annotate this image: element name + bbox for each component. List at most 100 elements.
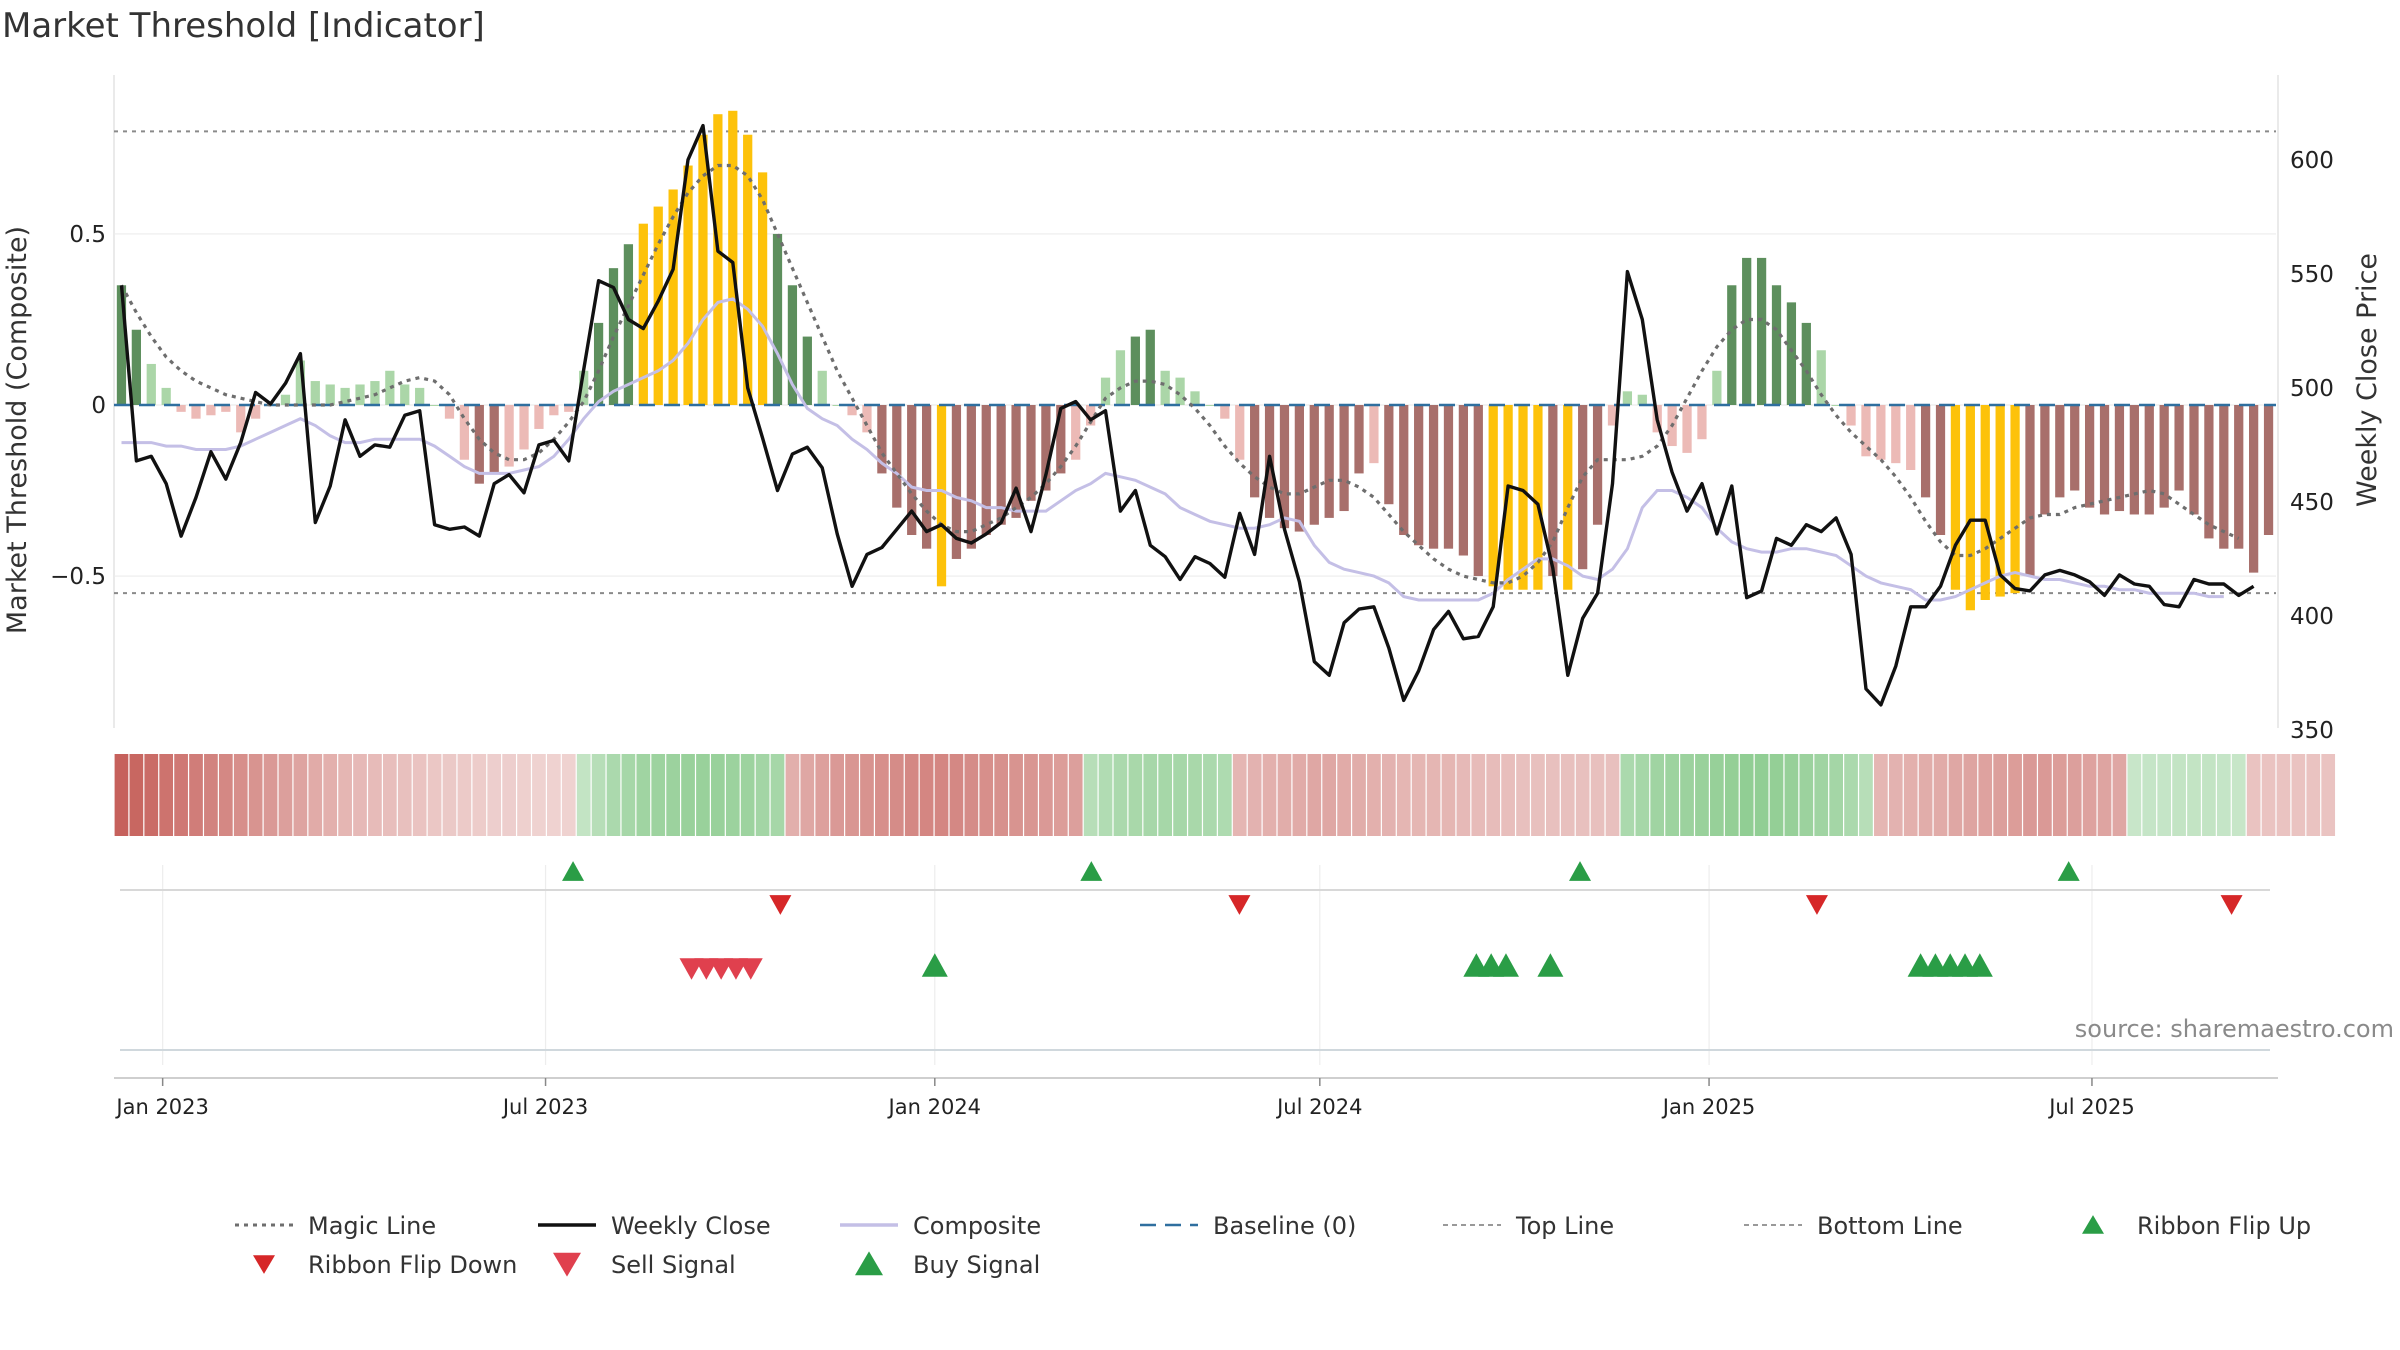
composite-bar — [474, 405, 484, 484]
ribbon-cell — [397, 754, 412, 836]
composite-bar — [1801, 322, 1811, 405]
ribbon-cell — [2231, 754, 2246, 836]
composite-bar — [1548, 405, 1558, 577]
buy-signal-marker — [921, 953, 948, 977]
composite-bar — [1414, 405, 1424, 546]
ribbon-cell — [427, 754, 442, 836]
ribbon-cell — [1501, 754, 1515, 836]
ribbon-cell — [2202, 754, 2216, 836]
composite-bar — [1592, 405, 1603, 525]
composite-bar — [1220, 405, 1230, 419]
composite-bar — [2249, 405, 2259, 573]
composite-bar — [1130, 336, 1140, 405]
ribbon-cell — [1247, 754, 1262, 836]
ribbon-cell — [338, 754, 352, 836]
ribbon-cell — [1277, 754, 1292, 836]
ribbon-cell — [1993, 754, 2008, 836]
ribbon-cell — [1441, 754, 1456, 836]
ribbon-cell — [2276, 754, 2291, 836]
ribbon-cell — [159, 754, 174, 836]
ribbon-cell — [1710, 754, 1724, 836]
composite-bar — [1384, 405, 1394, 505]
ribbon-cell — [442, 754, 457, 836]
ribbon-cell — [2187, 754, 2201, 836]
ribbon-cell — [1098, 754, 1113, 836]
composite-bar — [131, 329, 141, 405]
composite-bar — [1906, 405, 1916, 470]
left-tick-label: 0.5 — [69, 222, 106, 248]
ribbon-cell — [218, 754, 233, 836]
ribbon-cell — [144, 754, 159, 836]
composite-bar — [1846, 405, 1856, 426]
ribbon-cell — [1888, 754, 1903, 836]
composite-bar — [549, 405, 559, 416]
legend-item: Weekly Close — [538, 1212, 771, 1240]
ribbon-cell — [1068, 754, 1083, 836]
ribbon-cell — [964, 754, 979, 836]
left-axis-title: Market Threshold (Composite) — [2, 226, 33, 634]
ribbon-cell — [1978, 754, 1993, 836]
composite-bar — [2263, 405, 2274, 535]
composite-bar — [608, 268, 619, 405]
ribbon-cell — [2216, 754, 2231, 836]
composite-bar — [444, 405, 455, 419]
ribbon-cell — [1695, 754, 1709, 836]
composite-bar — [1160, 370, 1170, 405]
ribbon-cell — [129, 754, 144, 836]
ribbon-cell — [1322, 754, 1337, 836]
ribbon-cell — [800, 754, 815, 836]
composite-line — [121, 297, 2224, 602]
ribbon-cell — [1724, 754, 1739, 836]
composite-bar — [862, 405, 872, 433]
ribbon-cell — [994, 754, 1009, 836]
composite-bar — [1727, 285, 1737, 405]
composite-bar — [1607, 405, 1618, 426]
composite-bar — [817, 370, 827, 405]
x-tick-label: Jul 2023 — [501, 1095, 588, 1119]
legend-label: Bottom Line — [1817, 1212, 1963, 1240]
composite-bar — [1250, 405, 1260, 498]
ribbon-cell — [904, 754, 919, 836]
composite-bar — [2070, 405, 2080, 491]
composite-bar — [1682, 405, 1692, 453]
composite-bar — [593, 322, 604, 405]
ribbon-cell — [2038, 754, 2052, 836]
composite-bar — [1071, 405, 1081, 460]
ribbon-cell — [740, 754, 755, 836]
composite-bar — [1563, 405, 1573, 590]
composite-bar — [1056, 405, 1066, 474]
composite-bar — [191, 405, 201, 419]
composite-bar — [892, 405, 902, 508]
legend-item: Baseline (0) — [1140, 1212, 1356, 1240]
ribbon-flip-down-marker — [1228, 895, 1251, 915]
ribbon-cell — [2246, 754, 2261, 836]
ribbon-cell — [1739, 754, 1754, 836]
composite-bar — [1980, 405, 1990, 600]
legend-label: Top Line — [1515, 1212, 1614, 1240]
ribbon-cell — [1292, 754, 1307, 836]
legend-swatch — [253, 1255, 275, 1274]
composite-bar — [638, 223, 648, 405]
ribbon-cell — [174, 754, 188, 836]
composite-bar — [221, 405, 231, 412]
ribbon-cell — [919, 754, 934, 836]
composite-bar — [1354, 405, 1364, 474]
ribbon-cell — [770, 754, 785, 836]
composite-bar — [951, 405, 962, 559]
composite-bar — [400, 384, 410, 405]
ribbon-cell — [1456, 754, 1471, 836]
ribbon-cell — [2127, 754, 2142, 836]
composite-bar — [1458, 405, 1469, 556]
x-tick-label: Jul 2025 — [2047, 1095, 2134, 1119]
composite-bar — [2099, 405, 2110, 515]
composite-bar — [2219, 405, 2229, 549]
ribbon-cell — [248, 754, 263, 836]
ribbon-flip-down-marker — [2220, 895, 2243, 915]
composite-bar — [623, 244, 634, 405]
composite-bar — [1086, 405, 1096, 426]
ribbon-cell — [979, 754, 994, 836]
composite-bar — [1533, 405, 1543, 590]
magic-line — [120, 163, 2240, 585]
ribbon-cell — [1560, 754, 1575, 836]
